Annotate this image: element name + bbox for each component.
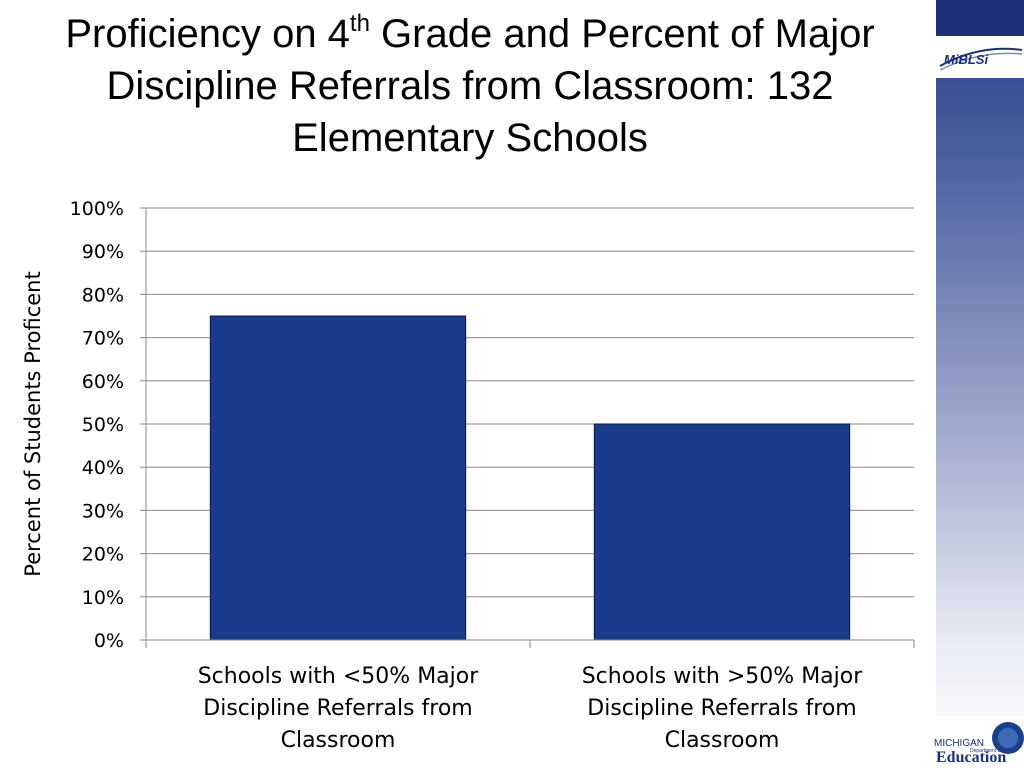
y-tick-label: 0%	[94, 630, 124, 652]
y-axis-title: Percent of Students Proficent	[21, 271, 45, 576]
slide-title: Proficiency on 4th Grade and Percent of …	[10, 8, 930, 164]
axes	[145, 208, 915, 648]
department-text: Department of	[970, 748, 1002, 754]
bar	[209, 315, 467, 641]
panel-top-stripe	[936, 0, 1024, 36]
michigan-text: MICHIGAN	[934, 738, 984, 749]
y-tick-label: 50%	[82, 414, 124, 436]
title-superscript: th	[349, 10, 370, 37]
y-tick-label: 100%	[70, 198, 124, 220]
y-tick-label: 70%	[82, 328, 124, 350]
y-tick-label: 80%	[82, 284, 124, 306]
mibls-logo: MiBLSi	[936, 36, 1024, 78]
title-prefix: Proficiency on 4	[65, 12, 350, 56]
category-label: Schools with <50% Major Discipline Referr…	[198, 664, 480, 753]
mibls-logo-graphic: MiBLSi	[939, 47, 1023, 71]
y-tick-label: 20%	[82, 544, 124, 566]
y-tick-label: 90%	[82, 241, 124, 263]
bar-chart: 0% 10% 20% 30% 40% 50% 60% 70% 80% 90% 100% Schools…	[21, 198, 915, 753]
mibls-logo-text: MiBLSi	[944, 52, 988, 67]
michigan-education-graphic: MICHIGAN Department of Education	[934, 722, 1024, 766]
education-text: Education	[936, 749, 1006, 766]
labels: 0% 10% 20% 30% 40% 50% 60% 70% 80% 90% 100% Schools…	[21, 198, 863, 753]
michigan-education-logo: MICHIGAN Department of Education	[930, 716, 1024, 768]
category-label: Schools with >50% Major Discipline Referr…	[582, 664, 864, 753]
bar	[593, 423, 851, 641]
y-tick-label: 10%	[82, 587, 124, 609]
bars	[209, 315, 851, 641]
y-tick-label: 30%	[82, 500, 124, 522]
title-suffix: Grade and Percent of Major Discipline Re…	[106, 12, 875, 160]
right-decorative-panel	[936, 0, 1024, 768]
y-tick-label: 40%	[82, 457, 124, 479]
y-tick-label: 60%	[82, 371, 124, 393]
